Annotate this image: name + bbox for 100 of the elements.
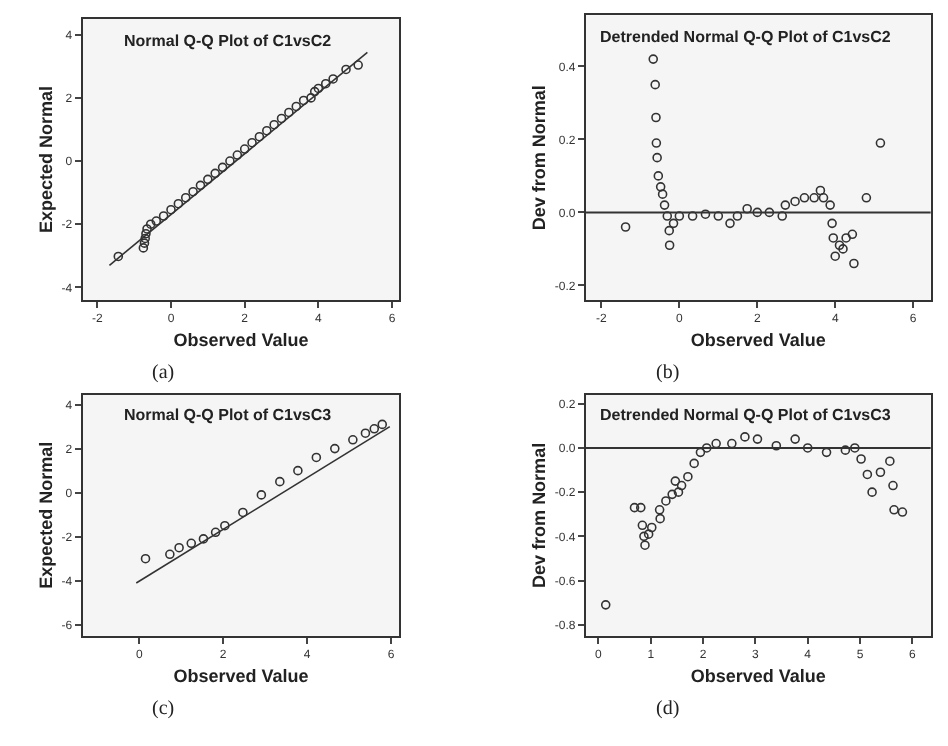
point	[825, 200, 835, 210]
point	[198, 534, 209, 544]
point	[841, 233, 851, 243]
point	[328, 74, 338, 84]
text: (c)	[152, 698, 175, 720]
point	[867, 487, 877, 497]
point	[639, 531, 649, 542]
point	[664, 225, 675, 236]
point	[674, 211, 685, 221]
point	[188, 186, 198, 197]
point	[232, 150, 243, 160]
point	[662, 211, 673, 221]
x-axis-title: Observed Value	[690, 665, 826, 686]
y-axis-title: Expected Normal	[36, 85, 57, 234]
point	[643, 529, 654, 539]
point	[139, 238, 150, 248]
point	[142, 224, 152, 234]
point	[620, 222, 631, 232]
point	[809, 193, 819, 203]
point	[238, 507, 248, 518]
point	[651, 112, 661, 123]
point	[195, 180, 206, 191]
point	[276, 113, 287, 124]
point	[210, 168, 220, 179]
point	[247, 137, 257, 148]
point	[856, 454, 866, 464]
point	[138, 243, 149, 253]
point	[676, 480, 687, 491]
point	[659, 200, 670, 210]
point	[239, 144, 250, 154]
point	[256, 490, 267, 500]
point	[689, 458, 699, 469]
point	[348, 435, 358, 445]
point	[752, 434, 763, 444]
point	[269, 119, 279, 130]
point	[661, 496, 671, 506]
point	[687, 211, 698, 221]
point	[862, 469, 873, 480]
text: Detrended Normal Q-Q Plot of C1vsC2	[600, 28, 892, 46]
point	[668, 218, 679, 229]
point	[360, 428, 371, 439]
point	[293, 465, 303, 476]
point	[635, 502, 646, 513]
point	[802, 443, 813, 453]
point	[889, 505, 899, 515]
y-axis-title: Dev from Normal	[529, 85, 550, 231]
point	[298, 95, 309, 106]
point	[828, 233, 839, 243]
point	[145, 219, 156, 230]
point	[850, 443, 860, 453]
point	[637, 520, 648, 531]
point	[651, 138, 662, 148]
point	[309, 86, 320, 97]
point	[254, 131, 265, 142]
point	[158, 211, 169, 221]
point	[629, 502, 640, 513]
y-axis-title: Dev from Normal	[529, 442, 550, 588]
text: Detrended Normal Q-Q Plot of C1vsC3	[600, 406, 892, 424]
text: Normal Q-Q Plot of C1vsC3	[124, 406, 333, 424]
point	[847, 229, 858, 240]
text: (b)	[656, 362, 680, 384]
point	[657, 189, 668, 199]
point	[217, 162, 228, 173]
point	[700, 209, 711, 220]
point	[284, 107, 294, 118]
point	[646, 522, 657, 533]
point	[815, 185, 826, 196]
point	[377, 419, 388, 430]
point	[683, 471, 693, 482]
point	[341, 64, 351, 75]
point	[225, 156, 235, 166]
point	[838, 244, 848, 254]
point	[306, 93, 316, 103]
text: (d)	[656, 698, 680, 720]
y-axis-title: Expected Normal	[36, 441, 57, 589]
point	[652, 152, 662, 163]
point	[888, 480, 898, 491]
point	[330, 443, 340, 454]
point	[173, 198, 184, 209]
point	[771, 440, 782, 451]
point	[849, 258, 859, 269]
point	[673, 487, 684, 497]
point	[777, 211, 788, 221]
point	[830, 251, 841, 261]
x-axis-title: Observed Value	[173, 330, 309, 350]
point	[369, 424, 380, 434]
point	[740, 432, 750, 442]
point	[653, 171, 664, 181]
text: (a)	[152, 362, 175, 384]
point	[166, 204, 176, 215]
point	[713, 211, 724, 221]
point	[311, 452, 322, 463]
point	[764, 207, 775, 218]
point	[834, 240, 845, 251]
point	[667, 489, 677, 500]
point	[648, 54, 659, 64]
point	[313, 83, 324, 94]
point	[141, 228, 151, 239]
point	[732, 211, 743, 221]
point	[600, 600, 611, 610]
